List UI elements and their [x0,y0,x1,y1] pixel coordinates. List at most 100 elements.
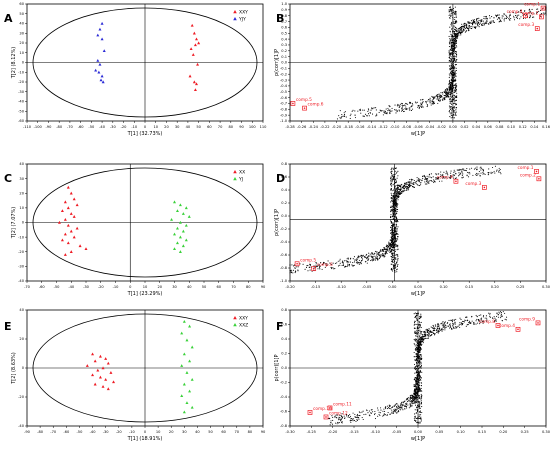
splot-point [407,103,409,105]
splot-point [396,268,398,270]
splot-point [395,179,397,181]
splot-point [450,36,452,38]
splot-point [468,29,470,31]
splot-point [451,45,453,48]
splot-point [422,101,424,103]
splot-point [383,256,385,258]
splot-point [453,22,455,25]
splot-point [509,19,511,21]
splot-point [354,413,356,415]
splot-point [512,12,514,14]
splot-point [420,418,423,420]
x-tick-label: -0.04 [425,125,435,129]
splot-point [454,16,456,19]
splot-point [416,421,418,423]
splot-point [304,268,306,270]
splot-point [404,188,406,190]
splot-point [391,178,393,181]
splot-point [386,252,388,255]
splot-point [393,201,395,203]
y-tick-label: 0.2 [281,201,287,205]
splot-point [476,23,478,26]
splot-point [393,237,395,239]
splot-point [428,328,430,330]
splot-point [395,266,397,268]
splot-point [394,213,396,215]
splot-point [406,108,408,110]
splot-point [449,53,451,55]
splot-point [445,173,447,175]
splot-point [545,11,547,13]
splot-point [454,84,456,86]
splot-point [411,397,413,400]
splot-point [413,402,415,404]
splot-point [419,407,421,409]
splot-point [389,109,391,111]
splot-point [419,338,421,340]
splot-point [430,326,432,328]
splot-point [390,205,392,207]
splot-point [390,171,392,173]
splot-point [390,268,393,270]
splot-point [415,315,417,317]
splot-point [419,376,421,378]
splot-point [397,197,400,199]
splot-point [480,318,482,320]
splot-point [416,364,418,366]
splot-point [418,360,420,362]
splot-point [492,19,494,22]
comp-dot [309,411,311,414]
splot-point [340,415,342,417]
splot-point [453,75,455,78]
splot-point [361,411,363,413]
splot-point [458,174,461,176]
splot-point [451,35,453,38]
splot-point [454,44,456,46]
splot-point [393,215,395,218]
splot-point [453,107,455,109]
splot-point [456,326,458,328]
splot-point [418,354,420,356]
splot-point [453,105,455,107]
splot-point [438,173,440,175]
splot-point [356,259,358,262]
splot-point [464,31,466,33]
splot-point [394,205,396,208]
splot-point [476,173,478,175]
splot-point [432,327,434,329]
splot-point [506,16,508,18]
splot-point [476,22,478,24]
x-tick-label: -0.10 [371,430,381,434]
splot-point [407,181,409,183]
splot-point [451,320,454,323]
splot-point [393,256,395,258]
score-point [101,80,105,84]
splot-point [405,403,407,406]
y-tick-label: 0.4 [281,337,287,341]
splot-point [343,112,345,114]
splot-point [458,175,460,177]
splot-point [455,83,457,85]
splot-point [394,209,397,212]
splot-point [421,338,423,340]
score-point [189,47,193,51]
splot-point [402,189,404,191]
splot-point [414,316,416,319]
splot-point [336,262,338,264]
splot-point [419,335,421,337]
splot-point [349,414,351,416]
splot-point [453,77,456,79]
splot-point [418,390,420,393]
splot-point [415,365,417,368]
splot-point [396,191,398,193]
splot-point [450,40,452,42]
splot-point [416,410,418,412]
splot-point [420,390,422,392]
splot-point [444,324,446,326]
splot-point [470,25,472,27]
splot-point [395,197,397,199]
splot-point [477,322,479,324]
splot-point [400,184,402,186]
splot-point [341,413,343,415]
splot-point [365,257,367,259]
